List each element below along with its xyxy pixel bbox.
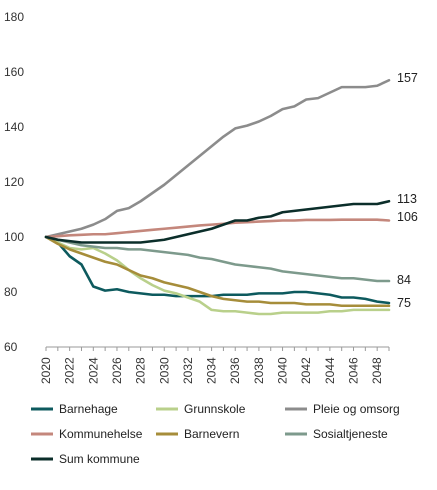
- x-tick-label: 2044: [323, 357, 337, 384]
- series-line-barnehage: [44, 235, 391, 305]
- x-axis: 2020 2022 2024 2026 2028 2030 2032 2034 2036 2038…: [39, 346, 390, 384]
- end-labels: 157 113 106 84 75: [397, 71, 418, 310]
- x-tick-label: 2038: [252, 357, 266, 384]
- y-tick-label: 60: [4, 340, 18, 354]
- x-tick-label: 2042: [299, 357, 313, 384]
- x-tick-label: 2028: [134, 357, 148, 384]
- x-tick-label: 2036: [228, 357, 242, 384]
- x-tick-label: 2032: [181, 357, 195, 384]
- series-line-barnevern: [44, 235, 391, 308]
- series-line-grunnskole: [44, 235, 391, 316]
- legend-label: Barnevern: [184, 427, 239, 441]
- end-label: 84: [397, 273, 411, 287]
- end-label: 157: [397, 71, 418, 85]
- y-tick-label: 100: [4, 230, 24, 244]
- x-tick-label: 2048: [370, 357, 384, 384]
- series-line-kommunehelse: [44, 218, 391, 239]
- x-tick-label: 2026: [110, 357, 124, 384]
- series-lines: [44, 78, 391, 316]
- legend-label: Sum kommune: [59, 452, 140, 466]
- series-line-sum-kommune: [44, 199, 391, 244]
- x-tick-label: 2046: [347, 357, 361, 384]
- x-tick-label: 2022: [63, 357, 77, 384]
- x-tick-label: 2034: [205, 357, 219, 384]
- y-tick-label: 140: [4, 120, 24, 134]
- legend-label: Sosialtjeneste: [313, 427, 388, 441]
- x-tick-label: 2024: [86, 357, 100, 384]
- x-tick-label: 2030: [157, 357, 171, 384]
- end-label: 75: [397, 296, 411, 310]
- legend-label: Kommunehelse: [59, 427, 143, 441]
- y-tick-label: 160: [4, 65, 24, 79]
- legend-label: Grunnskole: [184, 402, 246, 416]
- legend: Barnehage Grunnskole Pleie og omsorg Kommun…: [31, 402, 400, 466]
- y-tick-label: 120: [4, 175, 24, 189]
- x-tick-label: 2020: [39, 357, 53, 384]
- end-label: 106: [397, 210, 418, 224]
- x-tick-label: 2040: [276, 357, 290, 384]
- legend-label: Barnehage: [59, 402, 118, 416]
- series-line-pleie-og-omsorg: [44, 78, 391, 239]
- y-tick-label: 80: [4, 285, 18, 299]
- y-axis-ticks: 60 80 100 120 140 160 180: [4, 10, 24, 354]
- legend-label: Pleie og omsorg: [313, 402, 400, 416]
- y-tick-label: 180: [4, 10, 24, 24]
- end-label: 113: [397, 192, 417, 206]
- series-line-sosialtjeneste: [44, 235, 391, 283]
